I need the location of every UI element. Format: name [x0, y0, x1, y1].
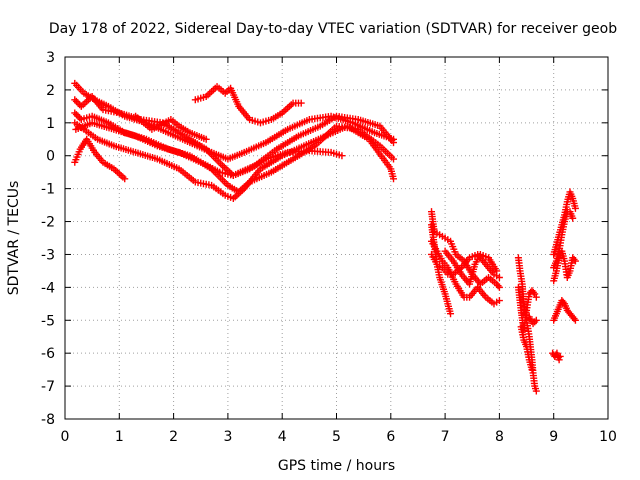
series-track-5 [71, 135, 129, 183]
series-track-21 [550, 297, 579, 324]
x-axis-label: GPS time / hours [278, 458, 395, 474]
series-track-4 [71, 119, 398, 203]
y-tick-label: -5 [41, 313, 55, 329]
x-tick-label: 1 [115, 429, 124, 445]
y-tick-label: -8 [41, 412, 55, 428]
data-point-marker [297, 99, 305, 107]
data-point-marker [121, 175, 129, 183]
chart-title: Day 178 of 2022, Sidereal Day-to-day VTE… [49, 21, 617, 37]
x-tick-label: 4 [278, 429, 287, 445]
x-tick-label: 10 [599, 429, 617, 445]
data-point-marker [72, 111, 80, 119]
data-point-marker [495, 297, 503, 305]
data-point-marker [555, 356, 563, 364]
series-track-7 [132, 112, 210, 143]
data-marks [71, 79, 579, 395]
data-point-marker [571, 316, 579, 324]
y-tick-label: 2 [46, 83, 55, 99]
data-point-marker [571, 257, 579, 265]
y-tick-label: -4 [41, 280, 55, 296]
data-point-marker [202, 135, 210, 143]
data-point-marker [495, 283, 503, 291]
series-track-20 [550, 247, 579, 285]
data-point-marker [532, 316, 540, 324]
y-tick-label: 1 [46, 116, 55, 132]
x-tick-label: 5 [332, 429, 341, 445]
x-tick-label: 0 [61, 429, 70, 445]
x-tick-label: 9 [549, 429, 558, 445]
series-track-22 [549, 349, 564, 364]
data-point-marker [74, 112, 82, 120]
data-point-marker [532, 387, 540, 395]
data-point-marker [556, 352, 564, 360]
data-point-marker [72, 97, 80, 105]
y-tick-label: -6 [41, 346, 55, 362]
data-point-marker [531, 290, 539, 298]
data-point-marker [493, 267, 501, 275]
series-track-13 [441, 247, 501, 288]
data-point-marker [532, 293, 540, 301]
y-tick-label: -2 [41, 215, 55, 231]
y-tick-label: 0 [46, 149, 55, 165]
y-tick-label: -1 [41, 182, 55, 198]
x-tick-label: 2 [169, 429, 178, 445]
data-point-marker [390, 139, 398, 147]
data-point-marker [528, 366, 536, 374]
series-track-16 [517, 323, 536, 374]
data-point-marker [447, 310, 455, 318]
series-track-6 [72, 112, 398, 179]
series-track-8 [191, 83, 305, 127]
data-point-marker [71, 109, 79, 117]
y-axis-label: SDTVAR / TECUs [6, 181, 22, 296]
data-point-marker [569, 214, 577, 222]
data-point-marker [338, 152, 346, 160]
y-tick-label: -3 [41, 247, 55, 263]
series-track-14 [514, 254, 540, 395]
y-tick-label: 3 [46, 50, 55, 66]
series-track-17 [520, 310, 540, 328]
data-point-marker [494, 282, 502, 290]
data-point-marker [76, 114, 84, 122]
x-tick-label: 3 [223, 429, 232, 445]
grid [65, 57, 608, 419]
x-tick-label: 6 [386, 429, 395, 445]
x-tick-label: 7 [441, 429, 450, 445]
data-point-marker [74, 99, 82, 107]
series-track-12 [428, 237, 503, 308]
data-point-marker [71, 96, 79, 104]
data-point-marker [390, 175, 398, 183]
series-track-9 [428, 208, 503, 291]
y-tick-label: -7 [41, 379, 55, 395]
data-point-marker [495, 273, 503, 281]
x-tick-label: 8 [495, 429, 504, 445]
data-point-marker [390, 155, 398, 163]
data-point-marker [571, 204, 579, 212]
